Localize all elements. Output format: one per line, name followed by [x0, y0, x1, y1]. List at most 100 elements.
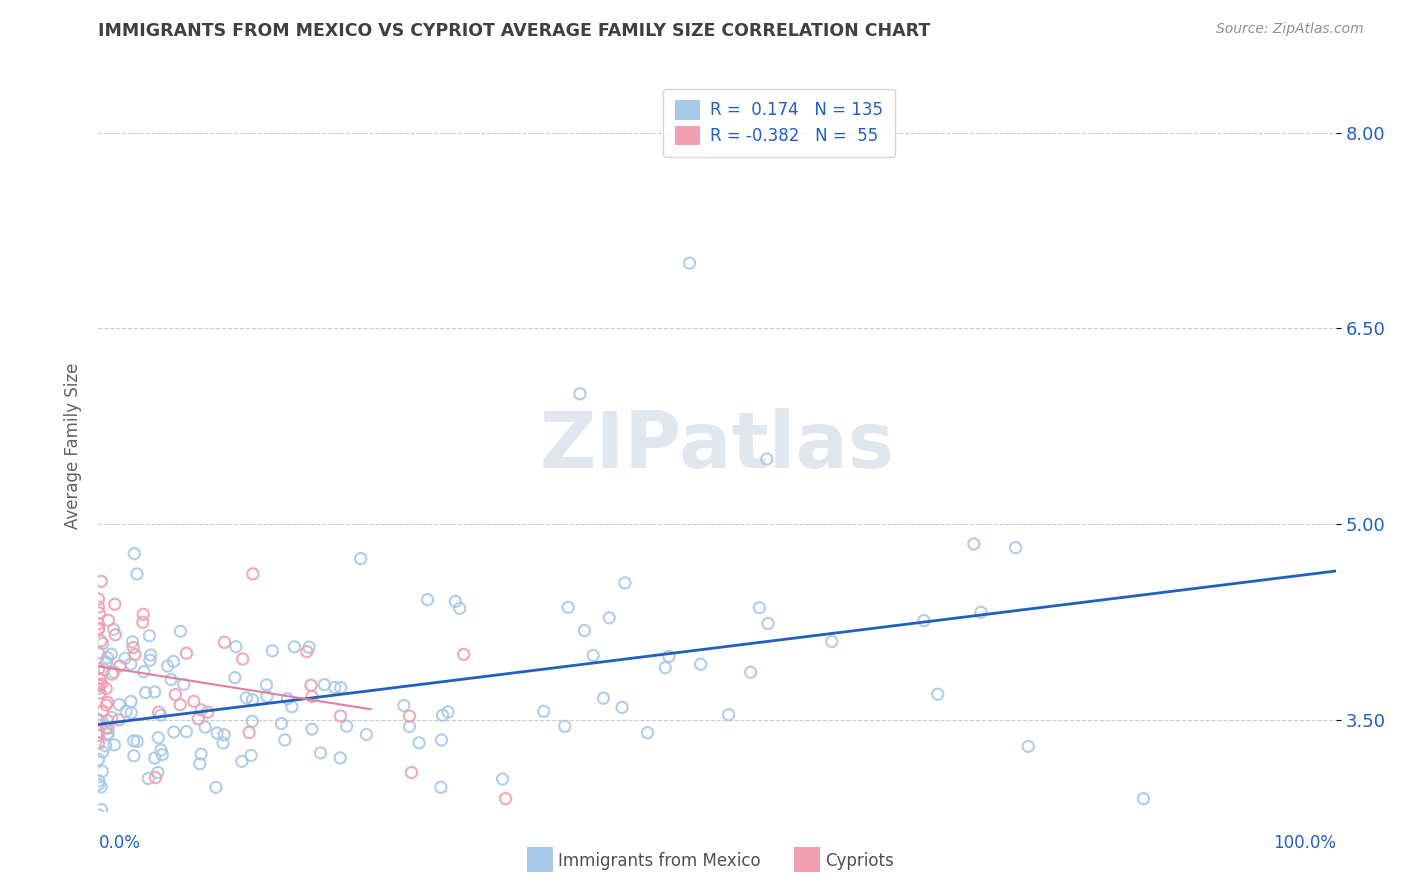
- Point: [136, 772, 159, 786]
- Text: Cypriots: Cypriots: [825, 852, 894, 870]
- Point: [122, 734, 145, 748]
- Point: [96, 656, 118, 670]
- Point: [963, 537, 986, 551]
- Point: [242, 566, 264, 581]
- Text: Immigrants from Mexico: Immigrants from Mexico: [558, 852, 761, 870]
- Point: [96, 698, 118, 713]
- Point: [205, 726, 228, 740]
- Point: [87, 725, 110, 739]
- Point: [96, 650, 118, 665]
- Point: [114, 651, 136, 665]
- Point: [91, 764, 114, 779]
- Point: [314, 678, 336, 692]
- Point: [554, 719, 576, 733]
- Point: [449, 601, 471, 615]
- Point: [205, 780, 228, 795]
- Point: [183, 866, 205, 880]
- Point: [96, 714, 118, 728]
- Point: [495, 791, 517, 805]
- Point: [610, 700, 633, 714]
- Point: [756, 616, 779, 631]
- Point: [231, 755, 253, 769]
- Point: [101, 667, 124, 681]
- Point: [87, 646, 110, 660]
- Point: [87, 728, 110, 742]
- Y-axis label: Average Family Size: Average Family Size: [63, 363, 82, 529]
- Point: [91, 745, 114, 759]
- Point: [146, 765, 169, 780]
- Point: [148, 731, 170, 745]
- Point: [104, 597, 127, 611]
- Point: [453, 648, 475, 662]
- Point: [329, 709, 352, 723]
- Point: [89, 718, 111, 732]
- Point: [190, 747, 212, 761]
- Point: [103, 665, 125, 679]
- Point: [163, 725, 186, 739]
- Point: [658, 649, 681, 664]
- Point: [240, 714, 263, 729]
- Point: [176, 724, 198, 739]
- Point: [301, 690, 323, 704]
- Point: [122, 748, 145, 763]
- Point: [127, 734, 149, 748]
- Point: [122, 640, 145, 655]
- Point: [430, 733, 453, 747]
- Point: [139, 653, 162, 667]
- Point: [87, 808, 110, 822]
- Point: [398, 709, 420, 723]
- Point: [187, 712, 209, 726]
- Point: [592, 691, 614, 706]
- Point: [281, 699, 304, 714]
- Point: [145, 771, 167, 785]
- Point: [87, 616, 110, 631]
- Point: [398, 719, 420, 733]
- Point: [821, 634, 844, 648]
- Point: [225, 640, 247, 654]
- Point: [87, 681, 110, 696]
- Point: [309, 746, 332, 760]
- Point: [87, 736, 110, 750]
- Point: [91, 704, 114, 718]
- Point: [100, 647, 122, 661]
- Point: [89, 672, 111, 686]
- Point: [568, 386, 591, 401]
- Point: [717, 707, 740, 722]
- Point: [87, 678, 110, 692]
- Point: [912, 614, 935, 628]
- Point: [125, 566, 148, 581]
- Point: [148, 705, 170, 719]
- Point: [295, 644, 318, 658]
- Point: [637, 726, 659, 740]
- Point: [301, 722, 323, 736]
- Point: [190, 703, 212, 717]
- Point: [232, 652, 254, 666]
- Point: [121, 634, 143, 648]
- Point: [143, 751, 166, 765]
- Point: [242, 693, 264, 707]
- Point: [87, 662, 110, 676]
- Point: [97, 613, 120, 627]
- Point: [1004, 541, 1026, 555]
- Point: [162, 837, 184, 851]
- Point: [91, 636, 114, 650]
- Point: [299, 678, 322, 692]
- Point: [437, 705, 460, 719]
- Point: [169, 698, 191, 712]
- Point: [392, 698, 415, 713]
- Point: [444, 594, 467, 608]
- Point: [103, 623, 125, 637]
- Point: [87, 712, 110, 726]
- Point: [90, 634, 112, 648]
- Point: [90, 677, 112, 691]
- Point: [124, 822, 146, 837]
- Point: [87, 678, 110, 692]
- Point: [128, 857, 150, 871]
- Point: [277, 691, 299, 706]
- Text: Source: ZipAtlas.com: Source: ZipAtlas.com: [1216, 22, 1364, 37]
- Point: [89, 606, 111, 620]
- Point: [173, 677, 195, 691]
- Point: [165, 688, 187, 702]
- Point: [87, 623, 110, 637]
- Point: [350, 551, 373, 566]
